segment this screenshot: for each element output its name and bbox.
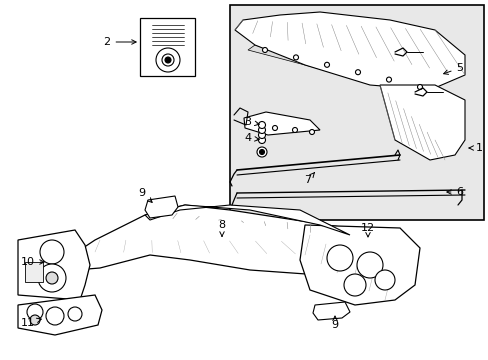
- Polygon shape: [18, 295, 102, 335]
- Polygon shape: [247, 45, 429, 90]
- Circle shape: [355, 70, 360, 75]
- Text: 6: 6: [446, 187, 463, 197]
- Circle shape: [309, 130, 314, 135]
- Bar: [140, 18, 195, 76]
- Polygon shape: [379, 85, 464, 160]
- Circle shape: [30, 315, 40, 325]
- Circle shape: [164, 57, 171, 63]
- Text: 12: 12: [360, 223, 374, 237]
- Circle shape: [343, 274, 365, 296]
- Polygon shape: [312, 302, 349, 320]
- Circle shape: [46, 307, 64, 325]
- Circle shape: [326, 245, 352, 271]
- Text: 11: 11: [21, 318, 41, 328]
- Circle shape: [259, 149, 264, 154]
- Text: 1: 1: [468, 143, 482, 153]
- Text: 8: 8: [218, 220, 225, 236]
- Text: 9: 9: [331, 316, 338, 330]
- Circle shape: [258, 131, 265, 139]
- Circle shape: [156, 48, 180, 72]
- Bar: [229, 5, 483, 220]
- Circle shape: [68, 307, 82, 321]
- Circle shape: [262, 48, 267, 53]
- Polygon shape: [244, 112, 319, 135]
- Circle shape: [38, 264, 66, 292]
- Polygon shape: [145, 205, 349, 235]
- Circle shape: [386, 77, 391, 82]
- Text: 2: 2: [103, 37, 136, 47]
- Polygon shape: [70, 205, 414, 275]
- Circle shape: [356, 252, 382, 278]
- Polygon shape: [145, 196, 178, 218]
- Circle shape: [40, 240, 64, 264]
- Polygon shape: [235, 12, 464, 90]
- Text: 5: 5: [443, 63, 463, 75]
- Polygon shape: [18, 230, 90, 300]
- Circle shape: [258, 126, 265, 134]
- Circle shape: [46, 272, 58, 284]
- Polygon shape: [299, 225, 419, 305]
- Text: 4: 4: [244, 133, 259, 143]
- Text: 3: 3: [244, 117, 259, 127]
- Circle shape: [374, 270, 394, 290]
- Circle shape: [258, 122, 265, 129]
- Text: 10: 10: [21, 257, 44, 267]
- Circle shape: [293, 55, 298, 60]
- Circle shape: [258, 136, 265, 144]
- Circle shape: [272, 126, 277, 130]
- Circle shape: [417, 85, 422, 90]
- Text: 9: 9: [138, 188, 152, 202]
- Bar: [25, 262, 43, 282]
- Circle shape: [257, 147, 266, 157]
- Circle shape: [162, 54, 174, 66]
- Circle shape: [292, 127, 297, 132]
- Circle shape: [324, 62, 329, 67]
- Text: 7: 7: [304, 172, 314, 185]
- Circle shape: [27, 304, 43, 320]
